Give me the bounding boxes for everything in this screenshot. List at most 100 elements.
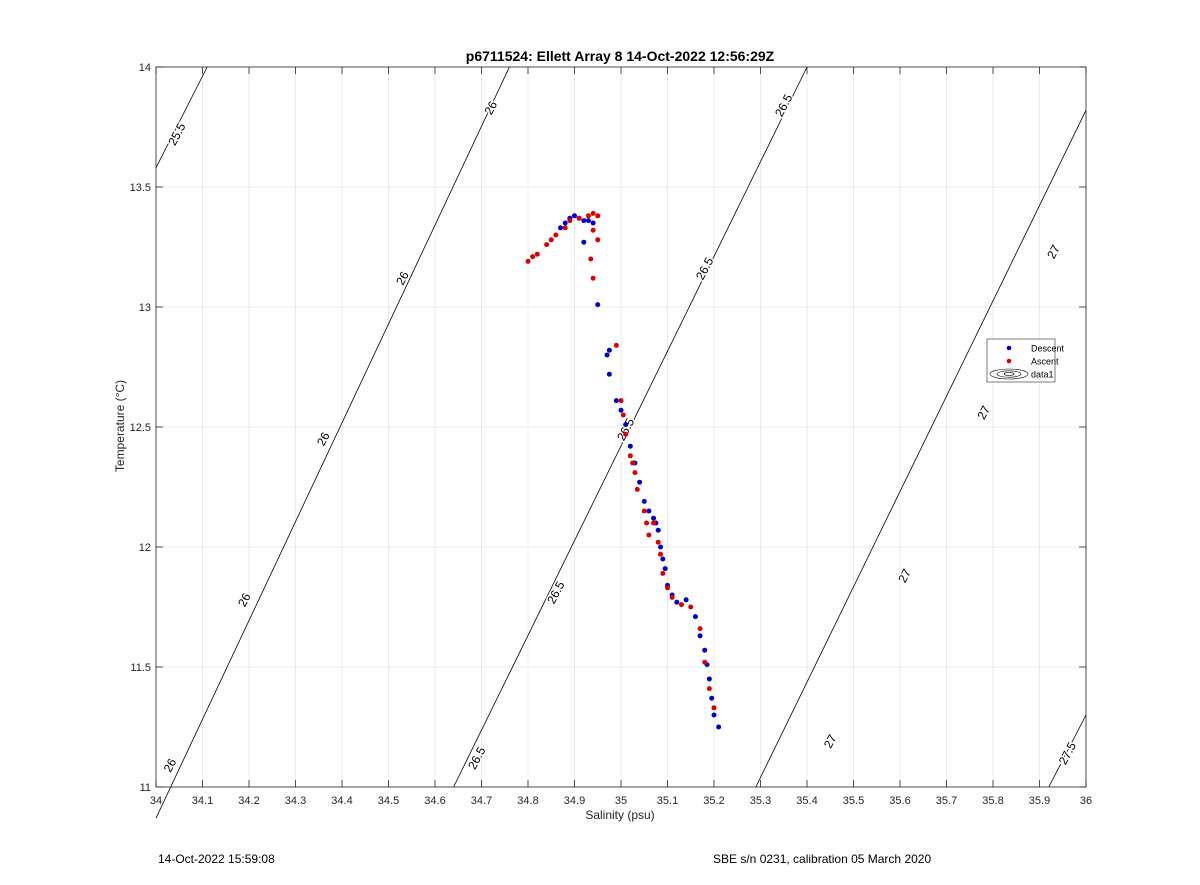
descent-point	[590, 220, 596, 226]
descent-point	[711, 712, 717, 718]
footer-calibration: SBE s/n 0231, calibration 05 March 2020	[713, 852, 932, 866]
legend-descent-label: Descent	[1031, 344, 1065, 354]
x-tick-label: 35	[615, 795, 627, 807]
legend-ascent-marker	[1006, 358, 1012, 364]
descent-point	[558, 225, 564, 231]
x-tick-label: 34.7	[471, 795, 492, 807]
legend-ascent-label: Ascent	[1031, 357, 1059, 367]
ascent-point	[590, 275, 596, 281]
y-tick-label: 11.5	[130, 662, 151, 674]
ascent-point	[627, 453, 633, 459]
ascent-point	[588, 256, 594, 262]
descent-point	[595, 302, 601, 308]
descent-point	[604, 352, 610, 358]
x-tick-labels: 34 34.1 34.2 34.3 34.4 34.5 34.6 34.7 34.8 34.9 35…	[150, 795, 1092, 807]
descent-point	[674, 599, 680, 605]
ascent-point	[688, 604, 694, 610]
descent-point	[658, 544, 664, 550]
descent-point	[702, 647, 708, 653]
x-tick-label: 34	[150, 795, 162, 807]
ascent-point	[660, 570, 666, 576]
descent-point	[606, 371, 612, 377]
y-axis-label: Temperature (°C)	[113, 380, 127, 472]
ascent-point	[623, 431, 629, 437]
descent-point	[572, 213, 577, 219]
descent-point	[662, 566, 668, 572]
x-tick-label: 35.6	[889, 795, 910, 807]
x-axis-label: Salinity (psu)	[585, 808, 654, 822]
y-tick-label: 14	[139, 62, 151, 74]
descent-point	[562, 220, 568, 226]
legend[interactable]: Descent Ascent data1	[986, 338, 1065, 383]
descent-point	[613, 398, 619, 404]
ascent-point	[585, 213, 591, 219]
ascent-point	[646, 532, 652, 538]
legend-contour-icon	[989, 368, 1029, 380]
ascent-point	[620, 412, 626, 418]
axes	[155, 66, 1087, 788]
ascent-point	[665, 585, 670, 591]
descent-point	[697, 633, 703, 639]
ascent-point	[634, 486, 640, 492]
legend-contour-label: data1	[1031, 370, 1054, 380]
x-tick-label: 35.1	[657, 795, 678, 807]
ascent-point	[697, 626, 703, 632]
x-tick-label: 34.6	[424, 795, 445, 807]
x-tick-label: 34.2	[238, 795, 259, 807]
ascent-point	[562, 225, 568, 231]
density-contours	[155, 66, 1087, 819]
descent-point	[709, 695, 715, 701]
ascent-point	[655, 539, 661, 545]
descent-point	[623, 422, 629, 428]
descent-point	[627, 443, 633, 449]
x-tick-label: 35.3	[750, 795, 771, 807]
descent-point	[716, 724, 722, 730]
ascent-point	[618, 398, 624, 404]
ascent-point	[632, 470, 638, 476]
contour-line-27	[755, 110, 1087, 788]
ascent-point	[548, 237, 554, 243]
x-tick-label: 35.2	[703, 795, 724, 807]
ascent-point	[706, 686, 712, 692]
ascent-point	[544, 242, 550, 248]
ascent-point	[613, 342, 619, 348]
ascent-point	[530, 254, 536, 260]
ascent-point	[651, 520, 657, 526]
x-tick-label: 34.3	[285, 795, 306, 807]
x-tick-label: 34.1	[192, 795, 213, 807]
x-tick-label: 35.9	[1029, 795, 1050, 807]
descent-point	[660, 556, 666, 562]
y-tick-labels: 11 11.5 12 12.5 13 13.5 14	[130, 62, 151, 794]
x-tick-label: 34.5	[378, 795, 399, 807]
ascent-point	[525, 258, 531, 264]
descent-point	[641, 498, 647, 504]
ascent-point	[711, 705, 717, 711]
descent-point	[581, 218, 587, 224]
y-tick-label: 13.5	[130, 182, 151, 194]
ascent-point	[630, 460, 636, 466]
ascent-point	[658, 551, 664, 557]
footer-timestamp: 14-Oct-2022 15:59:08	[158, 852, 275, 866]
contour-line-26.5	[453, 66, 808, 788]
ascent-point	[567, 218, 573, 224]
ascent-point	[595, 237, 601, 243]
contour-line-26	[155, 66, 510, 819]
x-tick-label: 34.4	[331, 795, 352, 807]
y-tick-label: 12	[139, 542, 151, 554]
y-tick-label: 11	[140, 782, 151, 794]
legend-descent-marker	[1006, 345, 1012, 351]
descent-point	[683, 597, 689, 603]
ascent-point	[590, 227, 596, 233]
descent-point	[655, 527, 661, 533]
descent-point	[692, 614, 698, 620]
descent-point	[606, 347, 612, 353]
ascent-point	[641, 508, 647, 514]
chart-title: p6711524: Ellett Array 8 14-Oct-2022 12:…	[466, 48, 775, 64]
descent-point	[637, 479, 643, 485]
x-tick-label: 35.5	[843, 795, 864, 807]
descent-point	[706, 676, 712, 682]
contour-line-25.5	[155, 66, 208, 168]
descent-point	[618, 407, 624, 413]
data-points	[525, 210, 722, 730]
